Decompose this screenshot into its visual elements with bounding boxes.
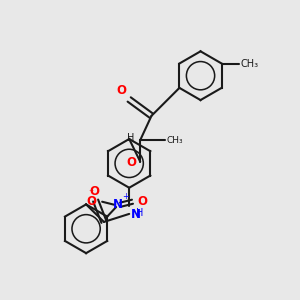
Text: H: H bbox=[136, 208, 143, 218]
Text: O: O bbox=[87, 195, 97, 208]
Text: +: + bbox=[122, 192, 129, 201]
Text: O: O bbox=[137, 195, 147, 208]
Text: O: O bbox=[117, 84, 127, 97]
Text: N: N bbox=[130, 208, 140, 221]
Text: O: O bbox=[126, 156, 136, 169]
Text: CH₃: CH₃ bbox=[241, 58, 259, 68]
Text: ⁻: ⁻ bbox=[89, 189, 94, 199]
Text: CH₃: CH₃ bbox=[166, 136, 183, 145]
Text: N: N bbox=[112, 198, 123, 211]
Text: H: H bbox=[128, 133, 135, 143]
Text: O: O bbox=[89, 184, 99, 198]
